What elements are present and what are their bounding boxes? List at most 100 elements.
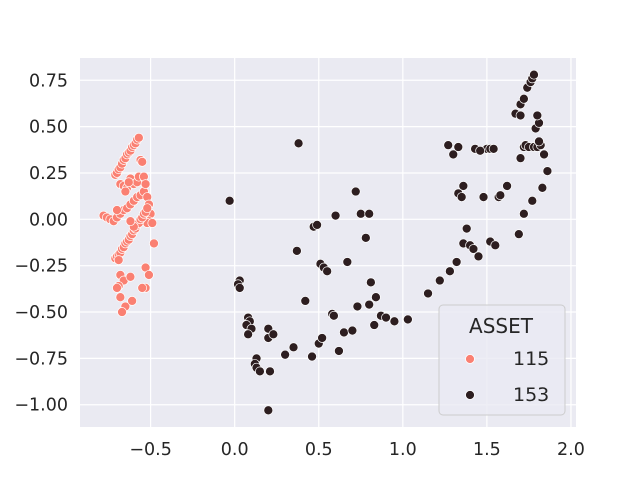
data-point-153 [453, 142, 464, 152]
legend-marker-115 [465, 354, 475, 364]
data-point-153 [539, 149, 549, 160]
y-tick-label: −1.00 [14, 396, 68, 416]
data-point-153 [381, 312, 391, 323]
legend: ASSET 115 153 [438, 304, 566, 416]
data-point-153 [293, 138, 304, 149]
data-point-115 [112, 283, 122, 293]
data-point-153 [312, 220, 322, 230]
data-point-153 [542, 166, 553, 176]
data-point-153 [513, 229, 524, 240]
data-point-153 [515, 153, 526, 163]
data-point-153 [255, 366, 265, 377]
data-points [98, 69, 553, 416]
y-tick-label: 0.75 [29, 71, 68, 91]
data-point-153 [445, 266, 455, 277]
data-point-153 [537, 182, 548, 193]
data-point-115 [112, 205, 122, 215]
legend-marker-153 [465, 390, 475, 400]
data-point-153 [519, 208, 529, 219]
data-point-153 [364, 299, 375, 310]
data-point-153 [529, 69, 539, 80]
data-point-115 [120, 186, 131, 197]
data-point-153 [527, 195, 538, 206]
data-point-153 [495, 190, 506, 201]
data-point-153 [342, 257, 353, 267]
x-tick-label: 0.5 [305, 440, 333, 460]
data-point-115 [142, 203, 153, 214]
data-point-153 [434, 275, 445, 286]
data-point-153 [389, 316, 400, 327]
data-point-153 [366, 277, 376, 288]
x-tick-label: 1.5 [473, 440, 501, 460]
data-point-115 [123, 177, 134, 188]
legend-box [438, 304, 566, 416]
data-point-153 [519, 93, 529, 104]
y-tick-label: 0.00 [29, 210, 68, 230]
data-point-153 [347, 325, 358, 336]
data-point-153 [329, 310, 339, 321]
data-point-153 [502, 181, 512, 191]
y-tick-label: −0.50 [14, 303, 68, 323]
data-point-153 [280, 349, 290, 360]
data-point-153 [330, 210, 341, 221]
data-point-115 [125, 216, 136, 227]
y-tick-label: 0.50 [29, 118, 68, 138]
data-point-153 [458, 181, 469, 191]
data-point-153 [243, 329, 253, 340]
data-point-115 [113, 255, 124, 265]
data-point-115 [147, 218, 158, 228]
data-point-153 [534, 136, 544, 147]
data-point-153 [364, 208, 375, 219]
data-point-153 [532, 110, 543, 121]
data-point-153 [300, 296, 311, 306]
data-point-153 [360, 233, 371, 243]
data-point-153 [334, 346, 344, 356]
data-point-153 [443, 140, 454, 151]
data-point-153 [456, 192, 467, 202]
data-point-153 [292, 245, 302, 256]
data-point-153 [268, 329, 279, 340]
x-tick-label: 2.0 [557, 440, 585, 460]
data-point-153 [355, 208, 366, 219]
data-point-115 [117, 307, 127, 317]
data-point-153 [515, 110, 526, 121]
data-point-153 [224, 195, 235, 206]
x-tick-label: −0.5 [129, 440, 172, 460]
y-tick-label: −0.75 [14, 349, 68, 369]
data-point-115 [127, 296, 137, 306]
data-point-115 [149, 238, 159, 249]
data-point-153 [263, 405, 274, 416]
data-point-153 [473, 251, 484, 262]
data-point-153 [423, 288, 433, 299]
data-point-153 [468, 244, 479, 254]
data-point-153 [317, 333, 327, 343]
data-point-115 [115, 292, 126, 303]
legend-label-115: 115 [513, 348, 549, 370]
data-point-153 [307, 351, 317, 362]
data-point-153 [488, 144, 499, 154]
x-tick-label: 1.0 [389, 440, 417, 460]
data-point-153 [461, 223, 472, 234]
data-point-153 [339, 327, 349, 338]
legend-title: ASSET [469, 314, 534, 338]
data-point-115 [133, 132, 144, 143]
y-tick-label: −0.25 [14, 257, 68, 277]
data-point-153 [448, 149, 459, 160]
data-point-115 [137, 283, 148, 293]
data-point-153 [352, 301, 363, 312]
data-point-153 [265, 366, 275, 377]
legend-label-153: 153 [513, 384, 549, 406]
data-point-153 [451, 257, 462, 267]
data-point-153 [369, 320, 380, 330]
data-point-153 [490, 240, 501, 251]
y-tick-label: 0.25 [29, 164, 68, 184]
data-point-115 [140, 179, 151, 189]
data-point-115 [144, 270, 154, 280]
data-point-153 [475, 145, 486, 156]
data-point-153 [403, 314, 413, 325]
data-point-153 [478, 192, 489, 202]
data-point-115 [137, 156, 148, 167]
x-tick-label: 0.0 [221, 440, 249, 460]
y-axis: 0.75 0.50 0.25 0.00 −0.25 −0.50 −0.75 −1.00 [14, 71, 68, 415]
data-point-115 [125, 271, 136, 282]
